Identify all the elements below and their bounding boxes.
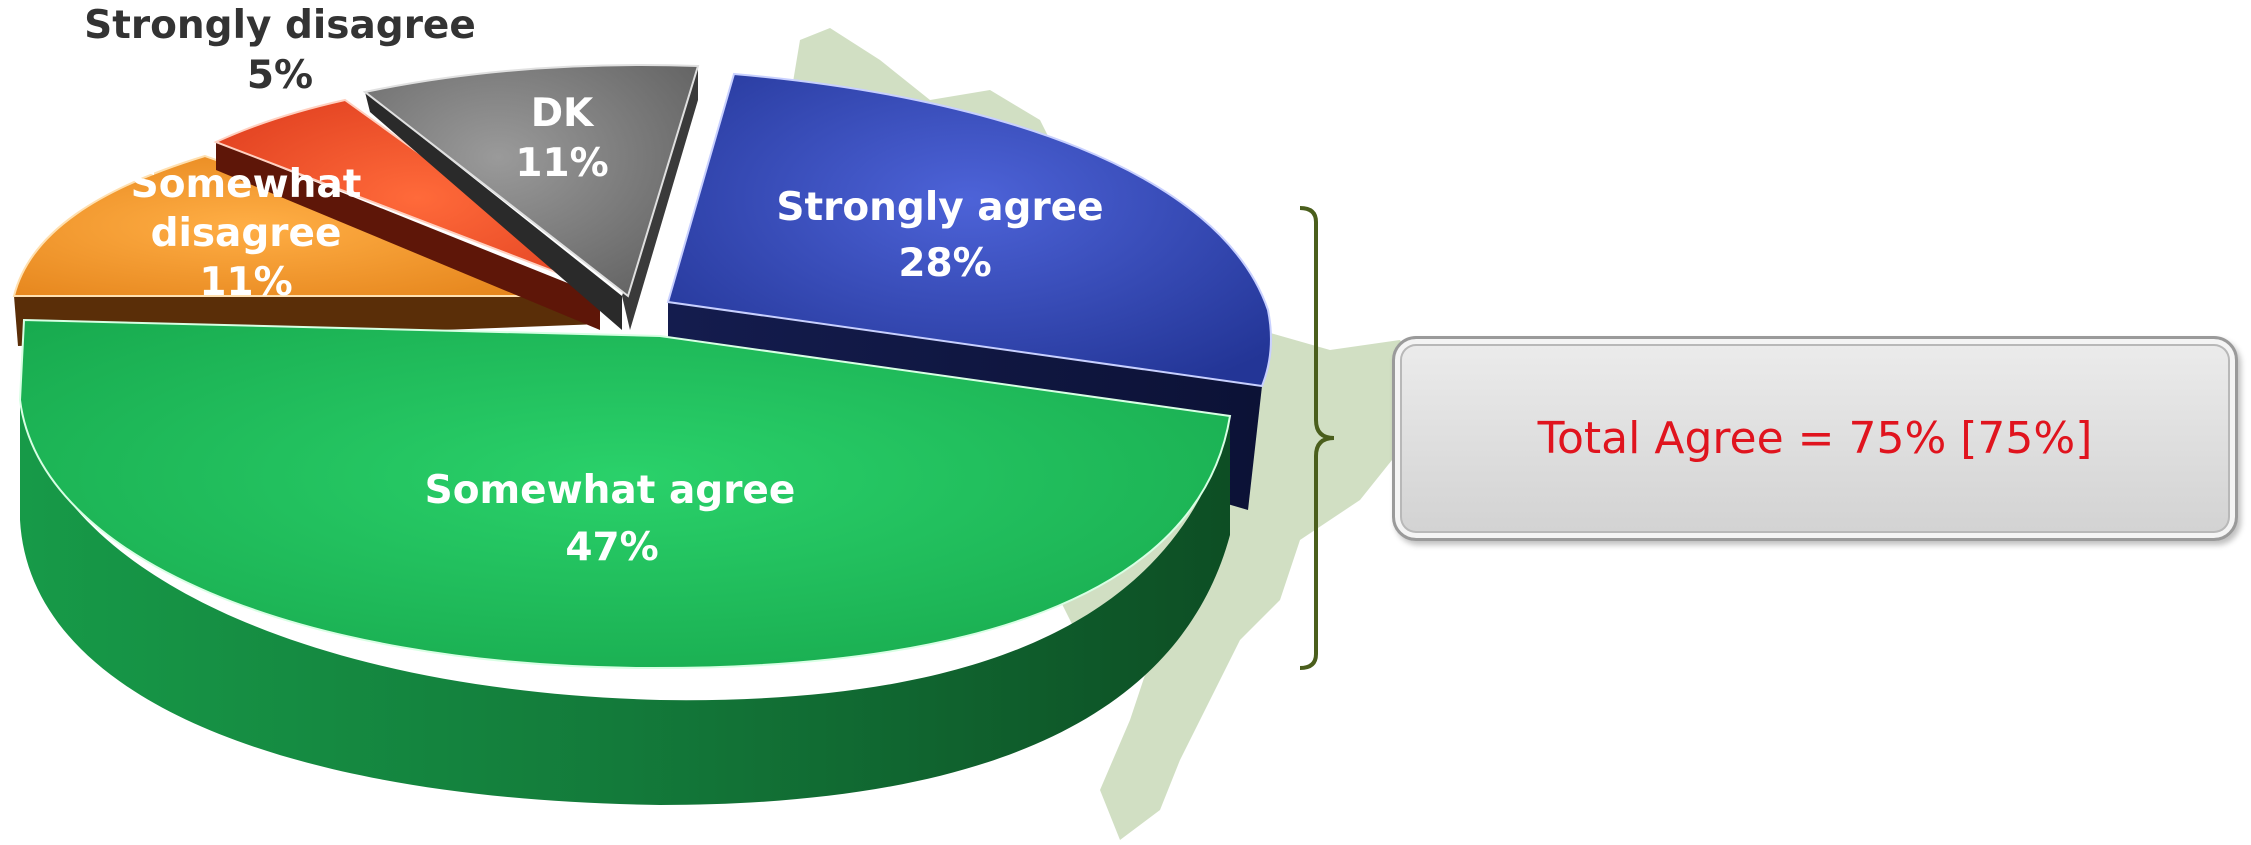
label-dk-name: DK [531,91,595,136]
label-strongly-disagree-pct: 5% [247,53,313,98]
slice-somewhat-agree [18,318,1232,670]
slice-somewhat-agree-side [20,380,1230,805]
slice-strongly-disagree [213,98,619,297]
label-somewhat-disagree-name-1: Somewhat [131,162,362,207]
total-agree-text: Total Agree = 75% [75%] [1537,413,2093,464]
label-strongly-agree-name: Strongly agree [776,185,1103,230]
slice-strongly-disagree-side [216,142,600,330]
label-dk-pct: 11% [515,141,608,186]
label-somewhat-disagree-name-2: disagree [151,211,342,256]
total-agree-box: Total Agree = 75% [75%] [1392,336,2238,541]
slice-dk [362,64,700,298]
label-somewhat-agree-pct: 47% [565,525,658,570]
label-strongly-agree-pct: 28% [898,241,991,286]
slice-strongly-agree [666,72,1272,388]
label-somewhat-disagree-pct: 11% [199,260,292,305]
label-somewhat-agree-name: Somewhat agree [425,468,796,513]
agree-bracket [1299,206,1335,670]
slice-dk-side [365,92,622,330]
label-strongly-disagree-name: Strongly disagree [84,3,476,48]
slice-dk-side-right [622,66,698,330]
